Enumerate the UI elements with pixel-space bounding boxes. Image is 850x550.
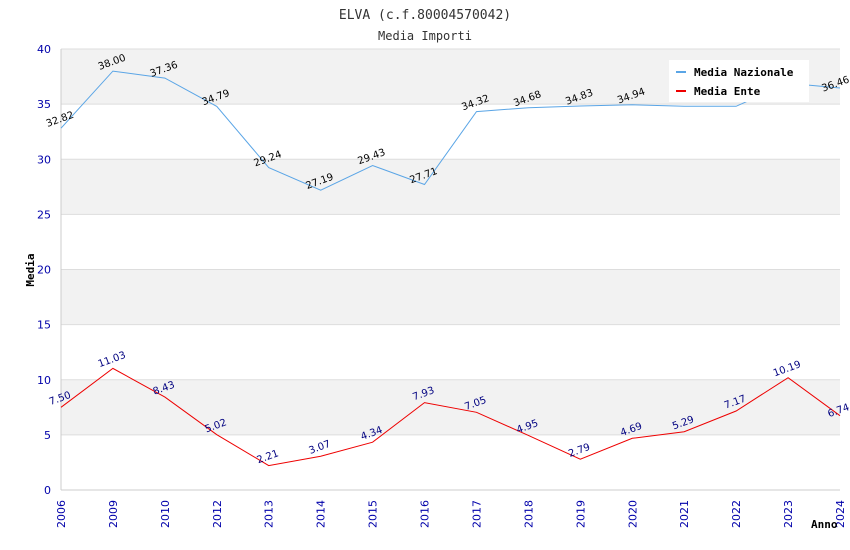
x-axis-label: Anno xyxy=(811,518,838,531)
y-tick-label: 0 xyxy=(44,484,51,497)
chart-title: ELVA (c.f.80004570042) xyxy=(339,8,511,23)
y-tick-label: 30 xyxy=(37,153,51,166)
x-tick-label: 2014 xyxy=(315,500,328,528)
plot-band xyxy=(61,159,840,215)
legend-box xyxy=(669,60,809,102)
plot-band xyxy=(61,324,840,380)
plot-band xyxy=(61,214,840,270)
x-tick-label: 2021 xyxy=(678,500,691,528)
series-line-media-ente xyxy=(60,367,841,467)
chart-subtitle: Media Importi xyxy=(378,29,472,43)
x-tick-label: 2018 xyxy=(522,500,535,528)
x-tick-label: 2006 xyxy=(55,500,68,528)
x-tick-labels: 2006 2009 2010 2012 2013 2014 2015 2016 2017 2018… xyxy=(55,500,847,528)
plot-band xyxy=(61,434,840,490)
x-tick-label: 2024 xyxy=(834,500,847,528)
y-tick-label: 25 xyxy=(37,208,51,221)
plot-band xyxy=(61,269,840,325)
y-axis-label: Media xyxy=(24,253,37,286)
y-tick-label: 15 xyxy=(37,319,51,332)
y-tick-labels: 0 5 10 15 20 25 30 35 40 xyxy=(37,43,51,497)
y-tick-label: 5 xyxy=(44,429,51,442)
x-tick-label: 2019 xyxy=(574,500,587,528)
x-tick-label: 2020 xyxy=(626,500,639,528)
series-line-media-nazionale xyxy=(60,70,841,191)
legend-label: Media Ente xyxy=(694,85,761,98)
x-tick-label: 2015 xyxy=(367,500,380,528)
x-tick-label: 2010 xyxy=(159,500,172,528)
legend: Media Nazionale Media Ente xyxy=(669,60,809,102)
x-tick-label: 2017 xyxy=(470,500,483,528)
axes xyxy=(60,49,840,491)
y-tick-label: 10 xyxy=(37,374,51,387)
plot-band xyxy=(61,104,840,160)
y-tick-label: 35 xyxy=(37,98,51,111)
x-tick-label: 2012 xyxy=(211,500,224,528)
legend-label: Media Nazionale xyxy=(694,66,794,79)
x-tick-label: 2022 xyxy=(730,500,743,528)
y-tick-label: 40 xyxy=(37,43,51,56)
x-tick-label: 2016 xyxy=(419,500,432,528)
x-tick-label: 2013 xyxy=(263,500,276,528)
x-tick-label: 2009 xyxy=(107,500,120,528)
series-lines xyxy=(60,70,841,467)
y-tick-label: 20 xyxy=(37,264,51,277)
plot-background-bands xyxy=(61,49,840,490)
x-tick-label: 2023 xyxy=(782,500,795,528)
